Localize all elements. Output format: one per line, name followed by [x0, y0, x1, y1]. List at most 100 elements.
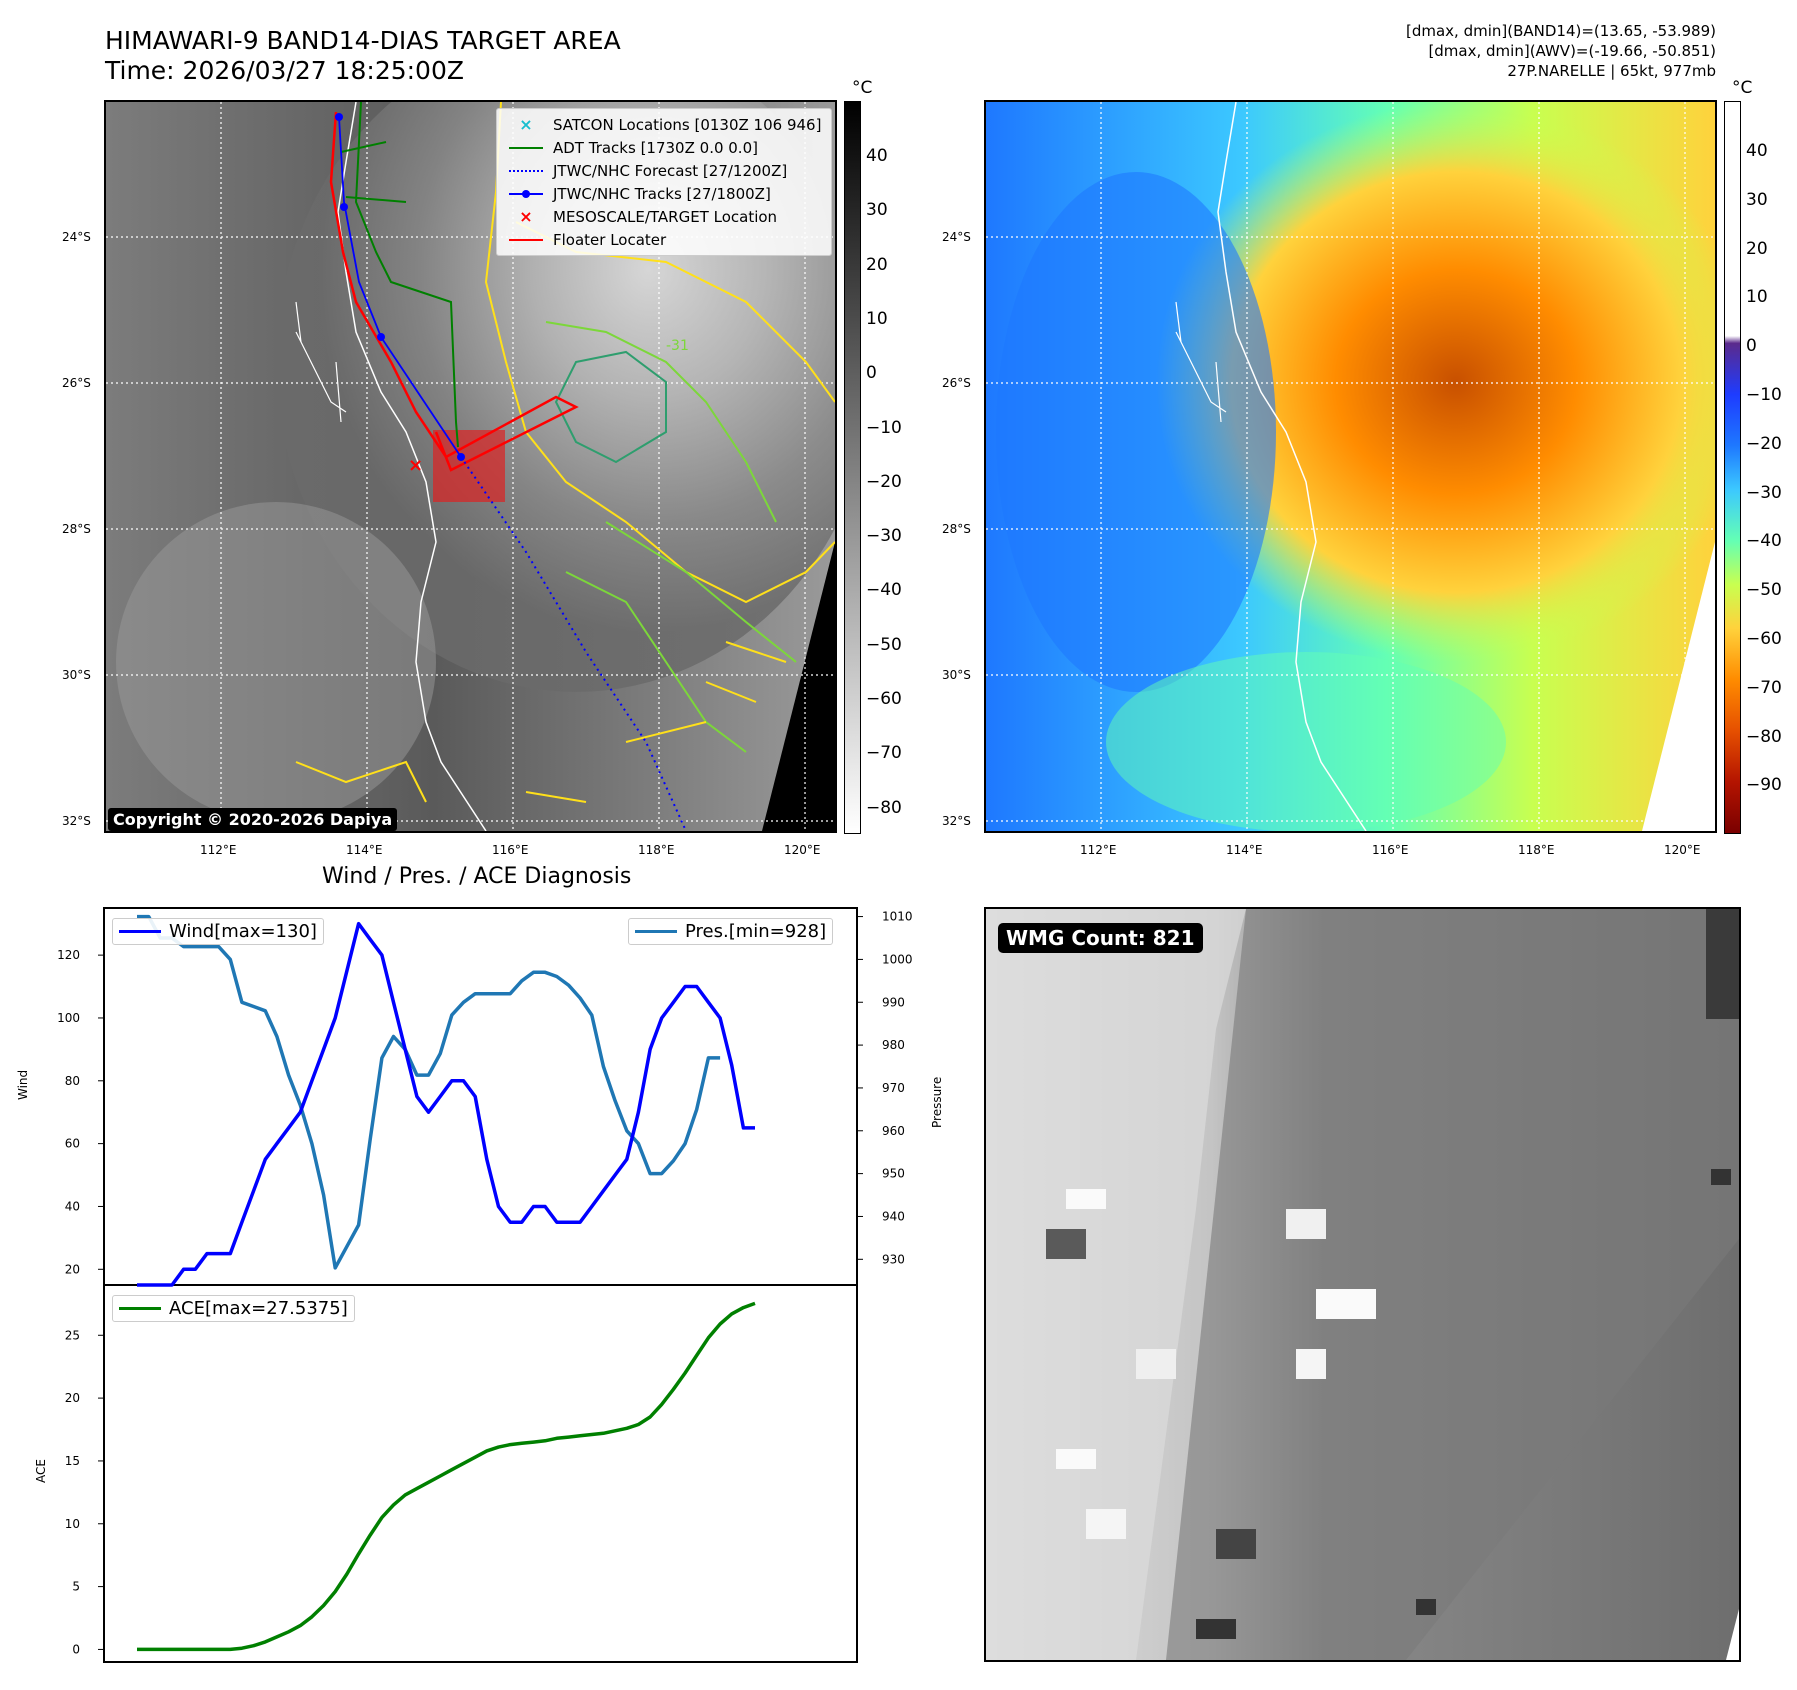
wind-tick-label: 80: [65, 1074, 80, 1088]
colorbar-tick-label: 40: [866, 146, 888, 166]
target-x-marker: ×: [408, 455, 423, 476]
wind-tick-label: 100: [57, 1011, 80, 1025]
pressure-ylabel: Pressure: [930, 1076, 944, 1128]
lat-label: 28°S: [942, 522, 971, 536]
lon-label: 112°E: [200, 843, 237, 857]
lat-label: 32°S: [62, 814, 91, 828]
info-line2: [dmax, dmin](AWV)=(-19.66, -50.851): [1428, 42, 1716, 60]
wind-legend: Wind[max=130]: [112, 918, 324, 945]
colorbar-tick-label: 30: [866, 200, 888, 221]
pressure-tick-label: 960: [882, 1124, 905, 1138]
color-ir-map-image: [986, 102, 1715, 831]
ace-series-line: [137, 1301, 756, 1652]
ir-map-panel: -31 × × SATCON Locations [0130Z 106 946]…: [104, 100, 837, 833]
blue-dotted-line-icon: [505, 169, 547, 172]
colorbar-tick-label: −10: [866, 417, 902, 438]
wmg-count-badge: WMG Count: 821: [998, 923, 1203, 953]
ace-tick-label: 20: [65, 1391, 80, 1405]
lat-label: 30°S: [942, 668, 971, 682]
lat-label: 26°S: [62, 376, 91, 390]
blue-line-dot-marker-icon: [505, 189, 547, 198]
colorbar-tick-label: −20: [1746, 433, 1782, 454]
lon-label: 118°E: [1518, 843, 1555, 857]
pressure-tick-label: 970: [882, 1081, 905, 1095]
colorbar-tick-label: 30: [1746, 189, 1768, 210]
colorbar-tick-label: −30: [1746, 482, 1782, 503]
coastline: [337, 102, 487, 831]
pressure-tick-label: 940: [882, 1209, 905, 1223]
adt-track-line: [340, 102, 459, 448]
chart-title-line2: Time: 2026/03/27 18:25:00Z: [105, 56, 464, 85]
wind-ylabel: Wind: [16, 1069, 30, 1100]
colorbar-tick-label: −40: [866, 580, 902, 601]
legend-item-jtwc-tracks: JTWC/NHC Tracks [27/1800Z]: [505, 182, 823, 205]
colorbar-tick-label: −60: [1746, 629, 1782, 649]
colorbar-tick-label: 20: [866, 254, 888, 275]
lon-label: 116°E: [492, 843, 529, 857]
colorbar-unit: °C: [852, 78, 873, 98]
colorbar-tick-label: −60: [866, 689, 902, 709]
lon-label: 118°E: [638, 843, 675, 857]
colorbar-tick-label: 40: [1746, 141, 1768, 161]
ace-tick-label: 15: [65, 1454, 80, 1468]
wind-tick-label: 40: [65, 1199, 80, 1213]
grayscale-colorbar: [844, 101, 861, 834]
diagnosis-title: Wind / Pres. / ACE Diagnosis: [322, 864, 632, 889]
ace-tick-label: 10: [65, 1517, 80, 1531]
lon-label: 120°E: [784, 843, 821, 857]
legend-item-adt: ADT Tracks [1730Z 0.0 0.0]: [505, 136, 823, 159]
wind-pressure-axes: [103, 907, 858, 1286]
coastline: [1217, 102, 1367, 831]
ace-legend-line-icon: [119, 1307, 161, 1310]
map-gridlines: [986, 102, 1715, 831]
contour-label: -31: [666, 338, 689, 354]
red-x-marker-icon: ×: [519, 207, 533, 226]
colorbar-tick-label: 10: [866, 308, 888, 329]
copyright-badge: Copyright © 2020-2026 Dapiya: [108, 808, 398, 831]
colorbar-tick-label: 0: [866, 363, 877, 384]
legend-item-target: × MESOSCALE/TARGET Location: [505, 205, 823, 228]
ace-tick-label: 25: [65, 1328, 80, 1342]
wind-legend-line-icon: [119, 930, 161, 933]
color-colorbar: [1724, 101, 1741, 834]
jtwc-track-line: [338, 116, 462, 458]
colorbar-tick-label: −80: [1746, 726, 1782, 747]
lat-label: 26°S: [942, 376, 971, 390]
pressure-tick-label: 980: [882, 1038, 905, 1052]
colorbar-tick-label: −80: [866, 797, 902, 818]
pressure-tick-label: 930: [882, 1252, 905, 1266]
ace-legend: ACE[max=27.5375]: [112, 1295, 355, 1322]
legend-item-jtwc-forecast: JTWC/NHC Forecast [27/1200Z]: [505, 159, 823, 182]
lon-label: 114°E: [1226, 843, 1263, 857]
lat-label: 24°S: [62, 230, 91, 244]
colorbar-tick-label: 20: [1746, 238, 1768, 259]
colorbar-tick-label: −20: [866, 471, 902, 492]
ace-tick-label: 0: [72, 1642, 80, 1656]
info-line3: 27P.NARELLE | 65kt, 977mb: [1507, 62, 1716, 80]
wind-tick-label: 120: [57, 948, 80, 962]
no-data-wedge: [762, 542, 835, 831]
wind-series-line: [137, 921, 755, 1287]
wind-tick-label: 60: [65, 1137, 80, 1151]
ace-axes: [103, 1284, 858, 1663]
colorbar-tick-label: −70: [866, 743, 902, 764]
chart-title-line1: HIMAWARI-9 BAND14-DIAS TARGET AREA: [105, 26, 621, 55]
lon-label: 114°E: [346, 843, 383, 857]
lon-label: 116°E: [1372, 843, 1409, 857]
lat-label: 24°S: [942, 230, 971, 244]
colorbar-tick-label: −30: [866, 526, 902, 547]
colorbar-tick-label: 10: [1746, 287, 1768, 308]
lon-label: 120°E: [1664, 843, 1701, 857]
wmg-panel: WMG Count: 821: [984, 907, 1741, 1662]
colorbar-tick-label: −10: [1746, 385, 1782, 405]
legend-item-floater: Floater Locater: [505, 228, 823, 251]
lon-label: 112°E: [1080, 843, 1117, 857]
legend-item-satcon: × SATCON Locations [0130Z 106 946]: [505, 113, 823, 136]
color-ir-map-panel: [984, 100, 1717, 833]
colorbar-tick-label: −90: [1746, 775, 1782, 796]
target-area-box: [433, 430, 505, 502]
colorbar-tick-label: −50: [1746, 580, 1782, 601]
pressure-tick-label: 950: [882, 1167, 905, 1181]
ace-tick-label: 5: [72, 1580, 80, 1594]
floater-locater-line: [329, 111, 579, 472]
